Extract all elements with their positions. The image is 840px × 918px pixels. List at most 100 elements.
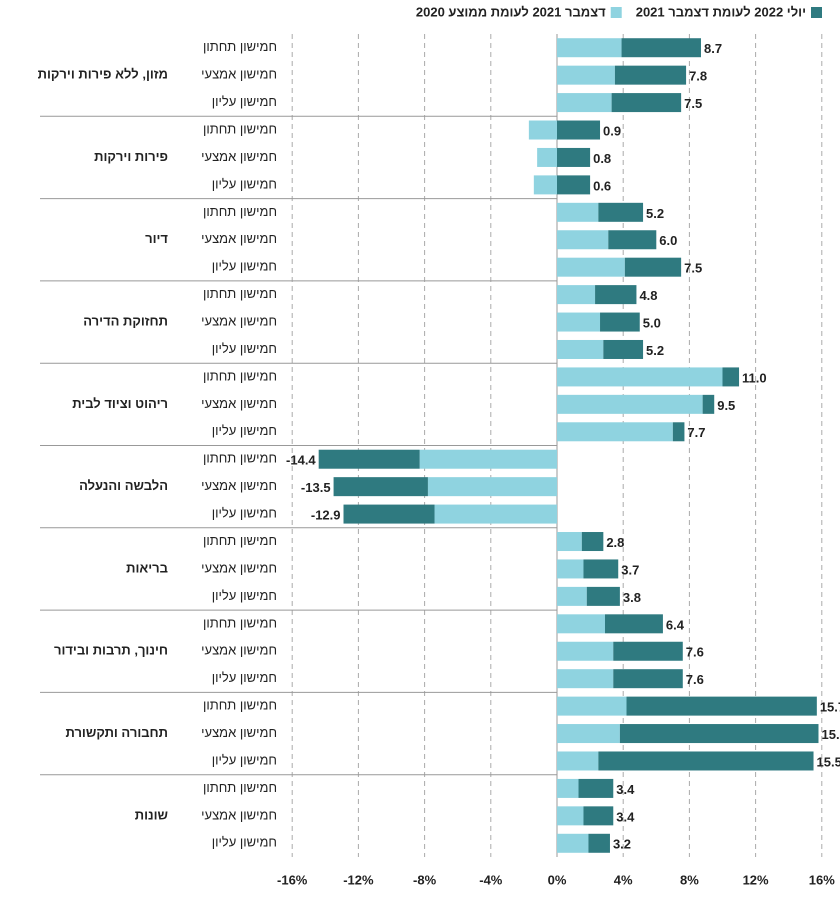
- category-label: חמישון עליון: [212, 423, 277, 438]
- bar-segment: [598, 751, 814, 771]
- x-tick-label: 0%: [548, 872, 567, 887]
- total-label: 7.6: [686, 672, 704, 687]
- total-label: 5.0: [643, 315, 661, 330]
- bar-segment: [722, 367, 740, 387]
- category-label: חמישון תחתון: [203, 368, 277, 383]
- group-label: ריהוט וציוד לבית: [72, 396, 168, 411]
- total-label: 7.8: [689, 69, 707, 84]
- bar-segment: [557, 394, 703, 414]
- bar-segment: [557, 93, 612, 113]
- bar-segment: [557, 614, 605, 634]
- x-tick-label: 12%: [743, 872, 769, 887]
- bar-segment: [557, 559, 584, 579]
- category-label: חמישון תחתון: [203, 451, 277, 466]
- total-label: 5.2: [646, 206, 664, 221]
- bar-segment: [614, 65, 687, 85]
- bar-segment: [537, 147, 557, 167]
- total-label: 0.9: [603, 123, 621, 138]
- total-label: 7.6: [686, 645, 704, 660]
- bar-segment: [557, 833, 589, 853]
- total-label: 15.5: [817, 754, 840, 769]
- category-label: חמישון תחתון: [203, 780, 277, 795]
- category-label: חמישון תחתון: [203, 204, 277, 219]
- bar-segment: [434, 504, 557, 524]
- category-label: חמישון עליון: [212, 341, 277, 356]
- x-tick-label: 8%: [680, 872, 699, 887]
- category-label: חמישון עליון: [212, 176, 277, 191]
- group-label: הלבשה והנעלה: [79, 478, 168, 493]
- total-label: 11.0: [742, 370, 767, 385]
- bar-segment: [419, 449, 557, 469]
- total-label: 4.8: [639, 288, 657, 303]
- total-label: 3.4: [616, 809, 635, 824]
- category-label: חמישון אמצעי: [201, 807, 277, 822]
- total-label: 2.8: [606, 535, 624, 550]
- total-label: -13.5: [301, 480, 331, 495]
- total-label: 7.5: [684, 96, 702, 111]
- category-label: חמישון אמצעי: [201, 396, 277, 411]
- category-label: חמישון עליון: [212, 835, 277, 850]
- category-label: חמישון עליון: [212, 94, 277, 109]
- bar-segment: [604, 614, 663, 634]
- bar-segment: [611, 93, 682, 113]
- category-label: חמישון תחתון: [203, 698, 277, 713]
- bar-segment: [702, 394, 715, 414]
- bar-segment: [613, 641, 683, 661]
- bar-segment: [557, 778, 579, 798]
- group-label: תחזוקת הדירה: [83, 313, 168, 328]
- bar-segment: [626, 696, 817, 716]
- total-label: 9.5: [717, 398, 735, 413]
- bar-segment: [557, 339, 604, 359]
- group-label: תחבורה ותקשורת: [66, 725, 169, 740]
- category-label: חמישון עליון: [212, 588, 277, 603]
- legend-label: יולי 2022 לעומת דצמבר 2021: [636, 4, 806, 19]
- bar-segment: [557, 422, 673, 442]
- category-label: חמישון תחתון: [203, 615, 277, 630]
- total-label: 3.2: [613, 837, 631, 852]
- bar-segment: [557, 175, 591, 195]
- category-label: חמישון אמצעי: [201, 149, 277, 164]
- bar-segment: [588, 833, 610, 853]
- category-label: חמישון עליון: [212, 752, 277, 767]
- bar-segment: [333, 477, 428, 497]
- bar-segment: [624, 257, 682, 277]
- bar-segment: [557, 367, 723, 387]
- category-label: חמישון אמצעי: [201, 313, 277, 328]
- bar-segment: [603, 339, 644, 359]
- total-label: 5.2: [646, 343, 664, 358]
- bar-segment: [533, 175, 557, 195]
- bar-segment: [557, 38, 622, 58]
- legend-swatch: [811, 7, 822, 18]
- bar-segment: [578, 778, 614, 798]
- category-label: חמישון אמצעי: [201, 560, 277, 575]
- x-tick-label: 16%: [809, 872, 835, 887]
- group-label: מזון, ללא פירות וירקות: [38, 67, 168, 82]
- legend-label: דצמבר 2021 לעומת ממוצע 2020: [416, 4, 606, 19]
- x-tick-label: 4%: [614, 872, 633, 887]
- category-label: חמישון עליון: [212, 259, 277, 274]
- legend-swatch: [610, 7, 622, 18]
- bar-segment: [557, 120, 601, 140]
- total-label: 7.7: [687, 425, 705, 440]
- group-label: חינוך, תרבות ובידור: [54, 643, 168, 658]
- total-label: 0.8: [593, 151, 611, 166]
- bar-segment: [586, 586, 620, 606]
- bar-segment: [557, 65, 615, 85]
- bar-segment: [557, 257, 625, 277]
- group-label: בריאות: [126, 560, 168, 575]
- total-label: 0.6: [593, 178, 611, 193]
- total-label: 3.8: [623, 590, 641, 605]
- category-label: חמישון עליון: [212, 506, 277, 521]
- category-label: חמישון אמצעי: [201, 67, 277, 82]
- group-label: דיור: [145, 231, 168, 246]
- bar-segment: [619, 724, 819, 744]
- category-label: חמישון תחתון: [203, 121, 277, 136]
- bar-segment: [427, 477, 557, 497]
- total-label: 8.7: [704, 41, 722, 56]
- bar-segment: [557, 806, 584, 826]
- total-label: 15.8: [821, 727, 840, 742]
- group-label: שונות: [135, 807, 168, 822]
- bar-segment: [583, 559, 619, 579]
- bar-segment: [581, 532, 604, 552]
